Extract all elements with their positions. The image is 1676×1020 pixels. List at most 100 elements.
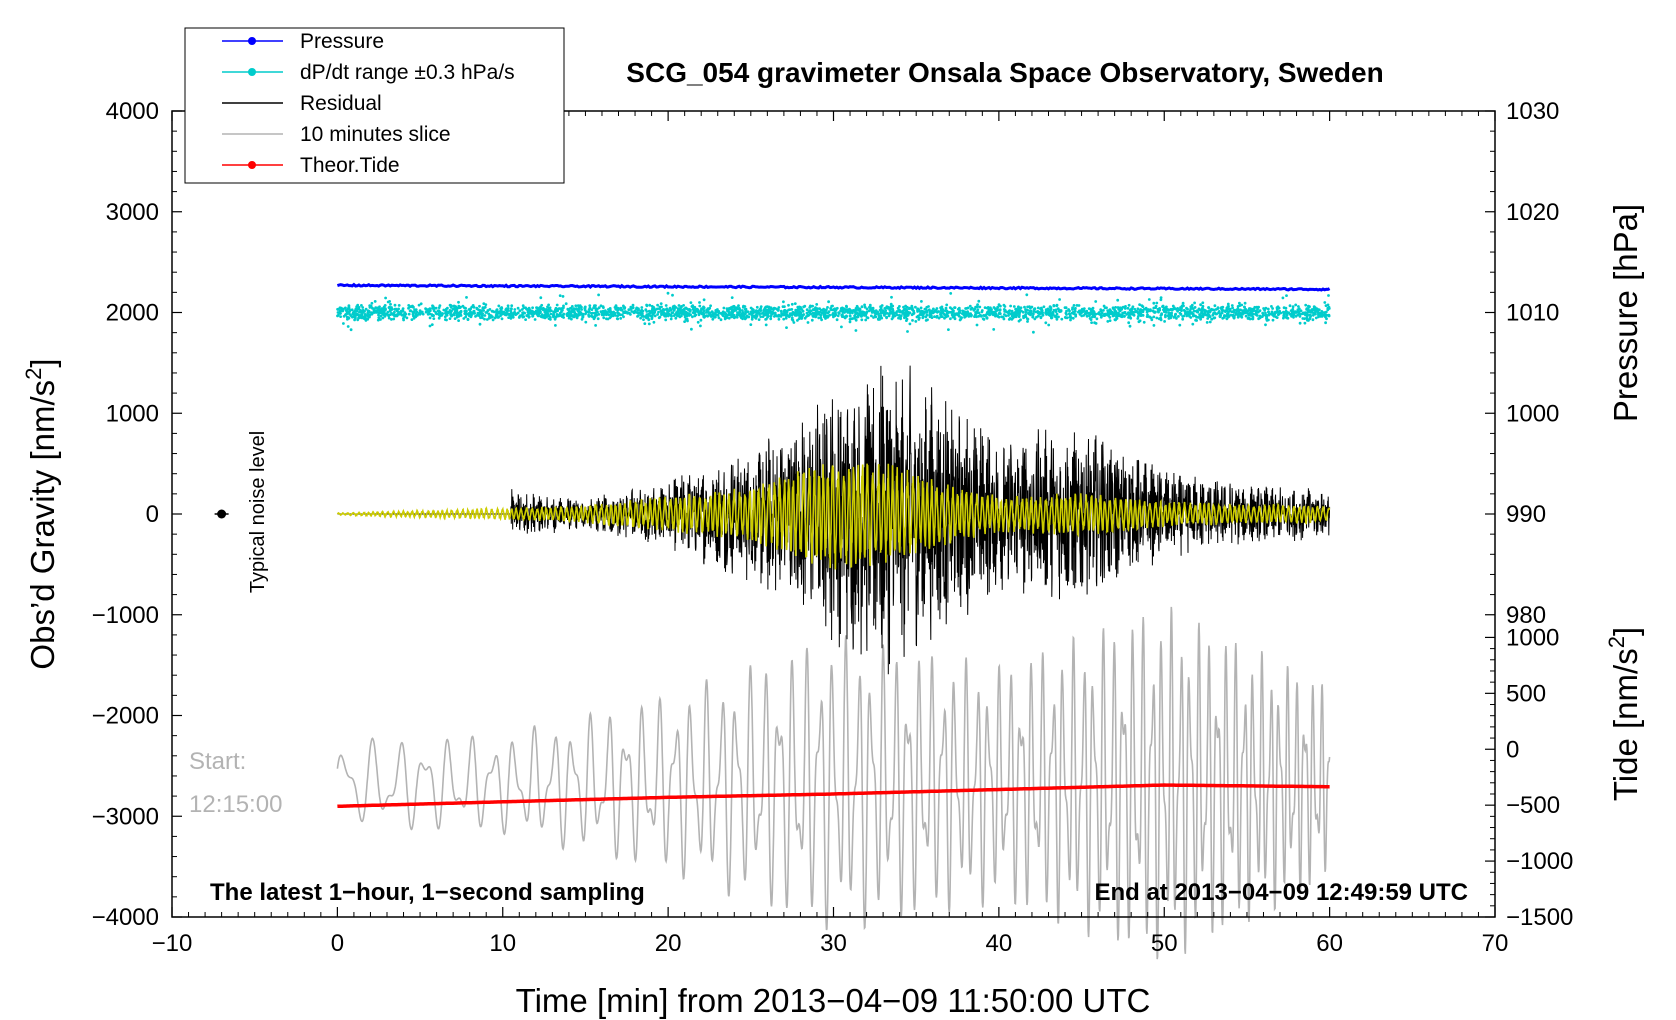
dpdt-point	[744, 307, 748, 311]
dpdt-point	[516, 306, 520, 310]
dpdt-point	[898, 314, 902, 318]
dpdt-point	[949, 310, 953, 314]
dpdt-point	[531, 306, 534, 310]
dpdt-point	[726, 309, 729, 313]
dpdt-point	[1017, 312, 1021, 315]
dpdt-point	[1106, 320, 1110, 323]
dpdt-point	[717, 316, 721, 320]
dpdt-point	[999, 304, 1002, 308]
dpdt-point	[1264, 311, 1267, 315]
dpdt-point	[941, 310, 945, 314]
dpdt-point	[1247, 313, 1251, 317]
dpdt-point	[784, 314, 788, 317]
dpdt-point	[728, 306, 731, 310]
dpdt-point	[567, 316, 571, 320]
dpdt-point	[384, 296, 387, 300]
dpdt-point	[1105, 313, 1109, 317]
dpdt-point	[431, 304, 434, 308]
dpdt-point	[687, 313, 690, 317]
dpdt-point	[933, 315, 936, 318]
dpdt-point	[848, 314, 852, 318]
dpdt-point	[561, 295, 565, 298]
dpdt-point	[1087, 311, 1091, 315]
dpdt-point	[484, 303, 488, 306]
dpdt-point	[1059, 309, 1063, 313]
dpdt-point	[376, 318, 380, 322]
dpdt-point	[509, 317, 513, 320]
dpdt-point	[482, 309, 485, 312]
dpdt-point	[443, 315, 447, 319]
dpdt-point	[651, 313, 655, 316]
dpdt-point	[453, 311, 457, 314]
dpdt-point	[927, 308, 931, 312]
dpdt-point	[653, 310, 657, 314]
dpdt-point	[458, 306, 462, 309]
dpdt-point	[1298, 321, 1302, 325]
dpdt-point	[410, 318, 414, 321]
dpdt-point	[549, 309, 553, 312]
dpdt-point	[1192, 309, 1196, 313]
dpdt-point	[782, 300, 785, 304]
dpdt-point	[868, 305, 871, 309]
dpdt-point	[868, 303, 872, 307]
dpdt-point	[961, 309, 965, 313]
dpdt-point	[1120, 313, 1124, 317]
dpdt-point	[1207, 306, 1210, 309]
dpdt-point	[1281, 296, 1285, 300]
dpdt-point	[573, 313, 577, 316]
x-tick-label: 0	[331, 930, 344, 957]
dpdt-point	[1004, 314, 1008, 318]
dpdt-point	[1009, 312, 1012, 315]
dpdt-point	[636, 315, 639, 318]
dpdt-point	[1177, 315, 1180, 318]
dpdt-point	[837, 312, 841, 315]
dpdt-point	[351, 315, 354, 319]
dpdt-point	[814, 311, 818, 314]
y-left-tick-label: −2000	[92, 703, 159, 730]
dpdt-point	[381, 316, 385, 320]
dpdt-point	[453, 317, 457, 320]
dpdt-point	[924, 319, 928, 322]
dpdt-point	[925, 309, 929, 313]
dpdt-point	[553, 317, 557, 321]
x-tick-label: −10	[152, 930, 193, 957]
dpdt-point	[543, 310, 547, 313]
dpdt-point	[420, 310, 424, 314]
dpdt-point	[990, 308, 993, 311]
dpdt-point	[536, 313, 540, 317]
dpdt-point	[1069, 318, 1072, 322]
dpdt-point	[437, 306, 441, 309]
dpdt-point	[541, 307, 545, 311]
dpdt-point	[1074, 314, 1078, 318]
dpdt-point	[1036, 311, 1040, 315]
dpdt-point	[472, 311, 476, 315]
dpdt-point	[711, 315, 715, 318]
dpdt-point	[593, 311, 597, 315]
dpdt-point	[640, 306, 644, 309]
dpdt-point	[1026, 317, 1030, 321]
dpdt-point	[378, 307, 381, 310]
legend-label: Theor.Tide	[300, 154, 400, 177]
dpdt-point	[832, 315, 835, 319]
dpdt-point	[1116, 314, 1119, 317]
dpdt-point	[840, 325, 843, 329]
dpdt-point	[344, 313, 347, 317]
y-left-tick-label: 1000	[106, 400, 159, 427]
dpdt-point	[899, 317, 902, 321]
dpdt-point	[867, 309, 871, 313]
dpdt-point	[1311, 318, 1315, 322]
dpdt-point	[1022, 316, 1025, 320]
dpdt-point	[486, 309, 490, 312]
dpdt-point	[437, 316, 441, 320]
dpdt-point	[1127, 316, 1130, 319]
dpdt-point	[975, 323, 979, 327]
dpdt-point	[976, 308, 980, 312]
dpdt-point	[652, 320, 656, 324]
dpdt-point	[580, 308, 583, 311]
dpdt-point	[860, 318, 864, 322]
dpdt-point	[432, 309, 436, 313]
dpdt-point	[373, 300, 377, 303]
dpdt-point	[657, 310, 660, 314]
dpdt-point	[1008, 317, 1012, 320]
dpdt-point	[1054, 314, 1057, 318]
